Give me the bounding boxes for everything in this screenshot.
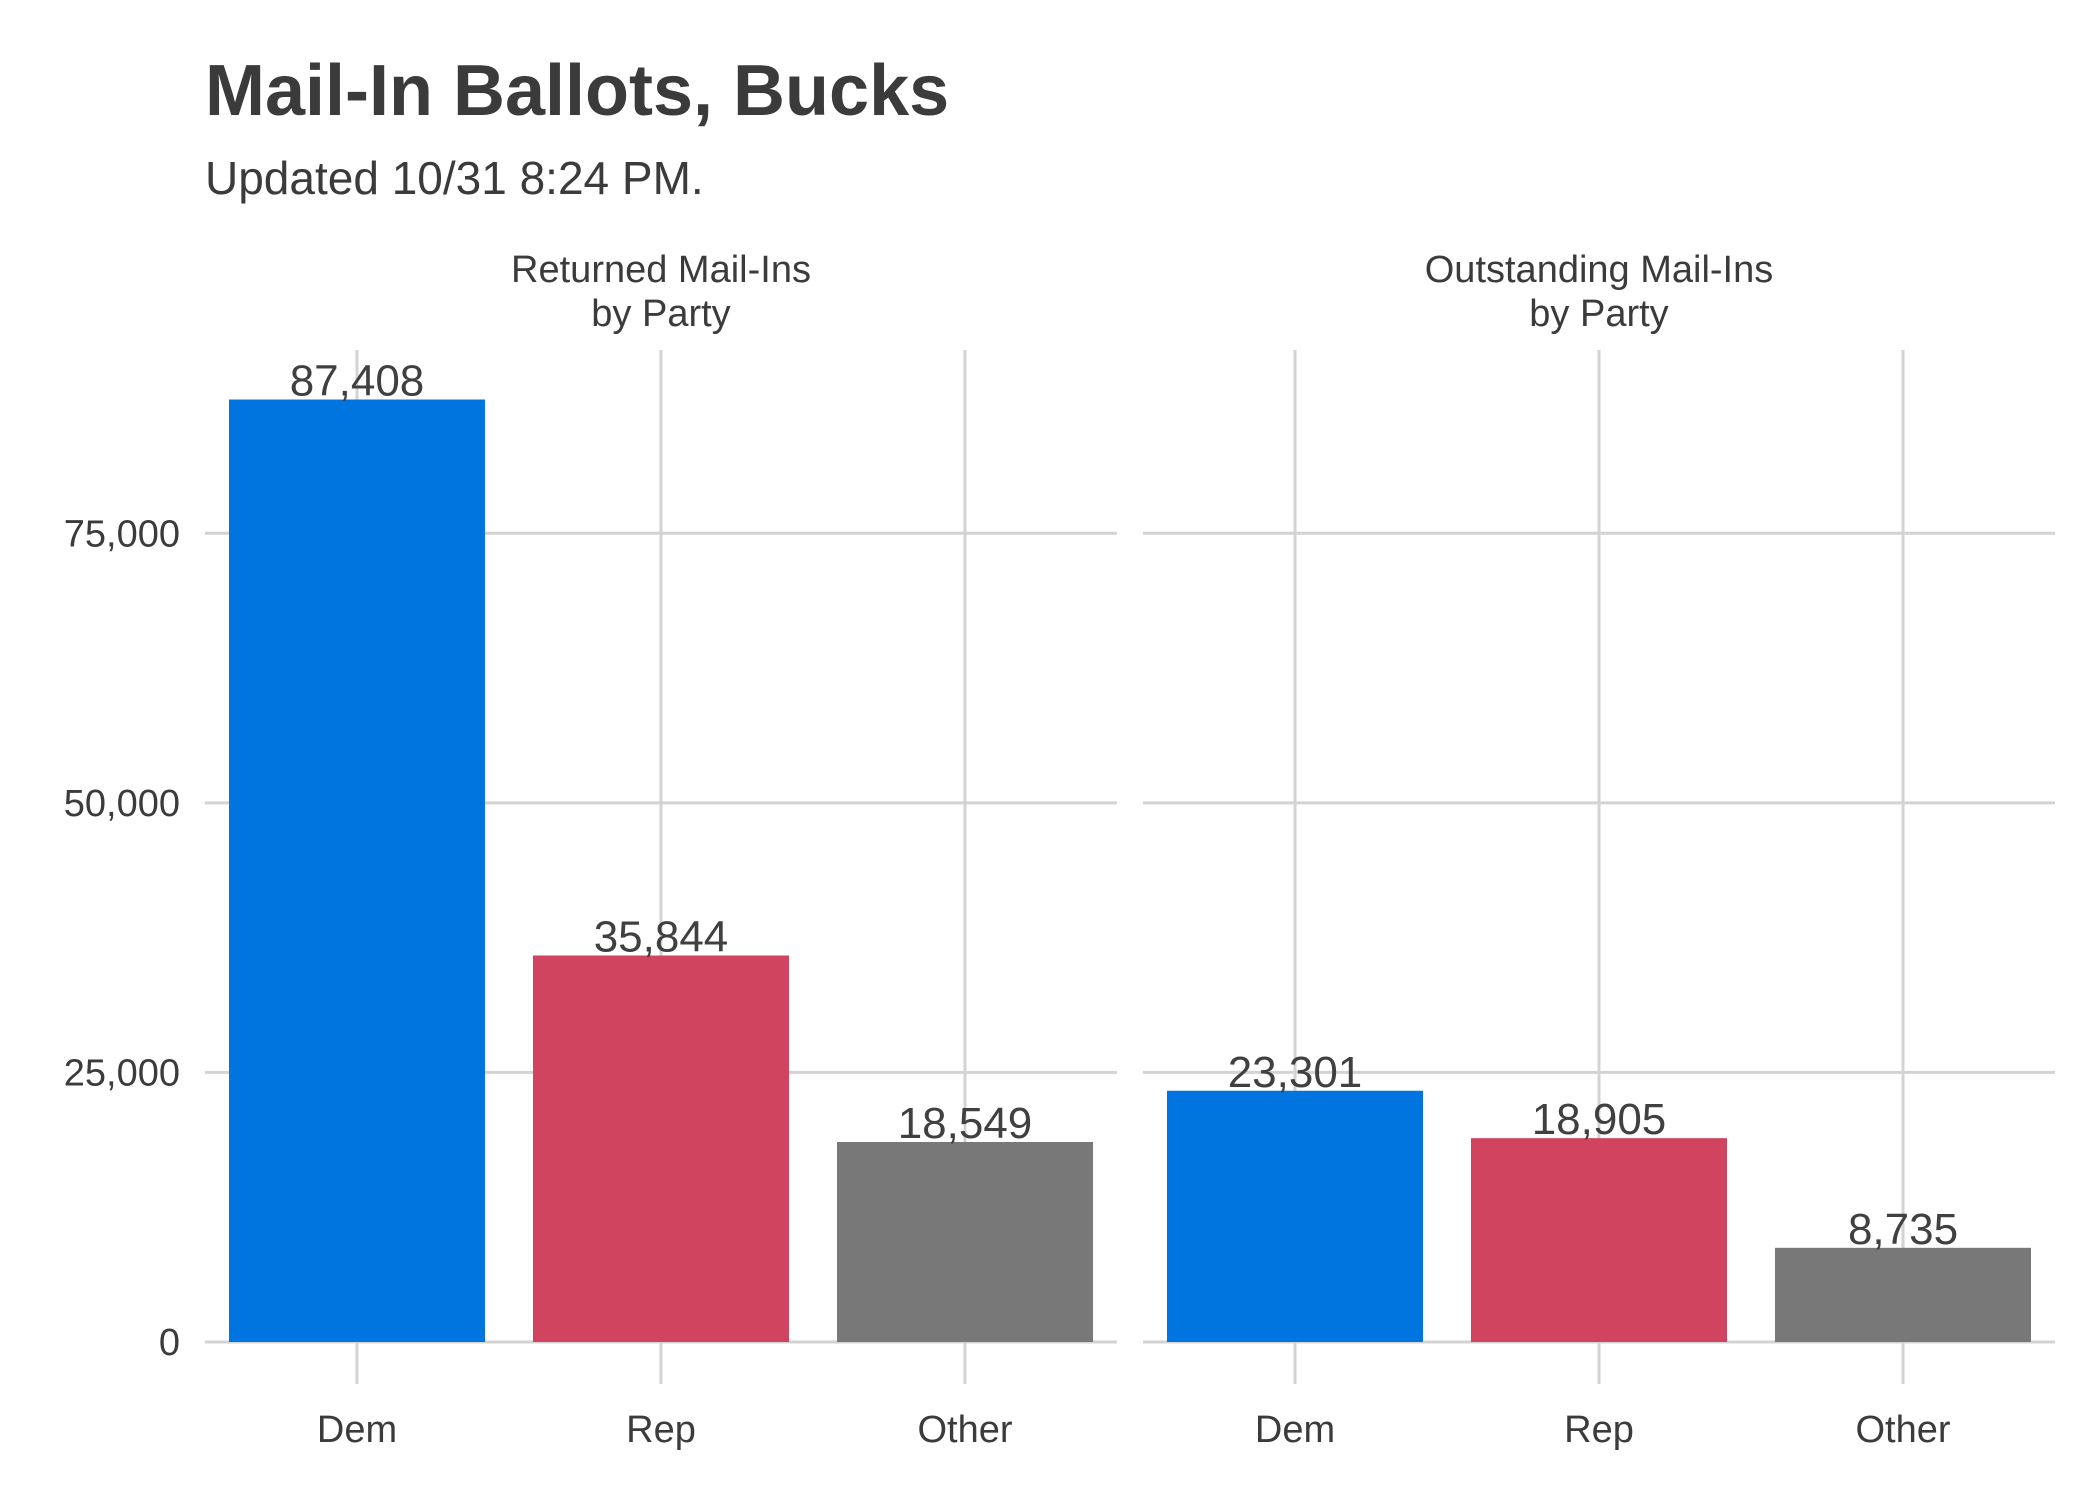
x-tick-label: Dem	[317, 1409, 397, 1451]
x-tick-label: Other	[1855, 1409, 1950, 1451]
bar-dem	[1167, 1090, 1423, 1342]
x-tick-label: Other	[917, 1409, 1012, 1451]
x-tick-label: Rep	[626, 1409, 696, 1451]
chart-subtitle: Updated 10/31 8:24 PM.	[205, 152, 704, 204]
y-tick-label: 75,000	[64, 513, 180, 555]
data-label: 23,301	[1228, 1048, 1363, 1097]
data-label: 87,408	[290, 357, 425, 406]
facet-label-line2: by Party	[591, 293, 730, 335]
facet-label-line2: by Party	[1529, 293, 1668, 335]
data-label: 18,549	[898, 1099, 1033, 1148]
x-tick-label: Dem	[1255, 1409, 1335, 1451]
bar-rep	[1471, 1138, 1727, 1342]
bar-other	[1775, 1247, 2031, 1342]
bar-dem	[229, 399, 485, 1342]
y-tick-label: 25,000	[64, 1052, 180, 1094]
y-tick-label: 50,000	[64, 783, 180, 825]
facet-label-line1: Outstanding Mail-Ins	[1425, 249, 1774, 291]
x-tick-label: Rep	[1564, 1409, 1634, 1451]
bar-rep	[533, 955, 789, 1342]
y-tick-label: 0	[159, 1322, 180, 1364]
facet-label-line1: Returned Mail-Ins	[511, 249, 811, 291]
data-label: 8,735	[1848, 1205, 1958, 1254]
chart-title: Mail-In Ballots, Bucks	[205, 51, 949, 131]
data-label: 35,844	[594, 913, 729, 962]
y-axis: 0 25,000 50,000 75,000	[64, 513, 180, 1364]
data-label: 18,905	[1532, 1095, 1667, 1144]
bar-other	[837, 1141, 1093, 1342]
